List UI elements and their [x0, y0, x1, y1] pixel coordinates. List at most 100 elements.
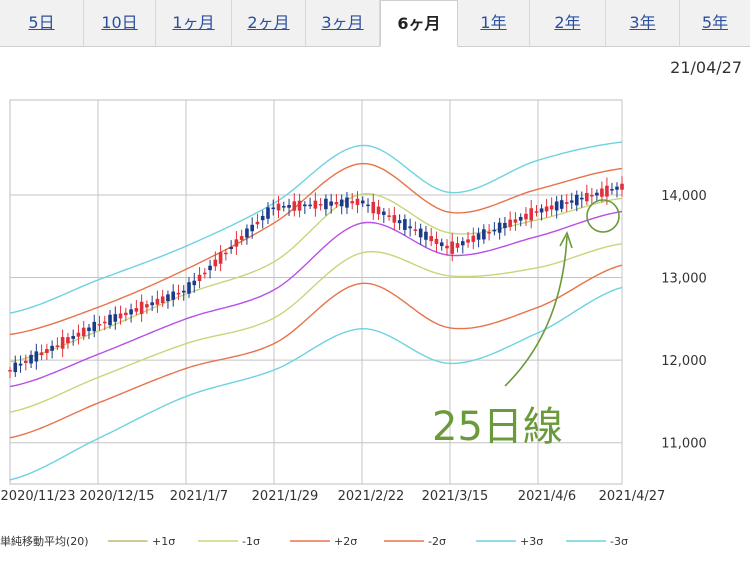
candle-body — [324, 198, 328, 210]
candle-body — [81, 327, 86, 337]
candle-body — [350, 201, 355, 204]
candle-body — [297, 200, 302, 211]
candle-body — [513, 219, 518, 223]
candle-body — [160, 296, 165, 304]
y-tick-label: 12,000 — [661, 354, 707, 369]
x-tick-label: 2021/3/15 — [422, 489, 489, 504]
series-line-sigma3 — [9, 286, 623, 481]
candle-body — [455, 243, 460, 248]
candle-body — [434, 238, 439, 244]
candle-body — [23, 360, 28, 363]
candle-body — [213, 259, 218, 267]
candle-body — [366, 204, 370, 207]
candle-body — [13, 362, 18, 373]
candle-body — [92, 321, 97, 332]
candle-body — [281, 206, 286, 208]
candle-body — [371, 201, 376, 214]
highlight-circle — [586, 199, 620, 233]
candle-body — [71, 335, 75, 339]
tab-2m[interactable]: 2ヶ月 — [232, 0, 306, 46]
candle-body — [208, 265, 212, 271]
candle-body — [554, 201, 559, 211]
candle-body — [134, 308, 139, 312]
candle-body — [245, 228, 249, 238]
tab-5d[interactable]: 5日 — [0, 0, 84, 46]
candle-body — [266, 207, 270, 219]
candle-body — [345, 197, 349, 208]
tab-3m[interactable]: 3ヶ月 — [306, 0, 380, 46]
candle-body — [429, 236, 433, 242]
candle-body — [615, 186, 619, 190]
candle-body — [508, 219, 512, 227]
candle-body — [539, 208, 544, 213]
candle-body — [55, 345, 60, 347]
tab-10d[interactable]: 10日 — [84, 0, 156, 46]
candle-body — [466, 239, 470, 243]
tab-2y[interactable]: 2年 — [530, 0, 606, 46]
candle-body — [18, 363, 23, 366]
candle-body — [60, 337, 65, 349]
candle-body — [329, 201, 333, 206]
candle-body — [308, 204, 312, 207]
candle-body — [487, 232, 491, 234]
legend-label: -2σ — [428, 535, 446, 548]
candle-body — [102, 321, 107, 324]
candle-body — [559, 200, 564, 209]
candle-body — [574, 194, 579, 206]
candle-body — [118, 313, 123, 319]
candle-body — [600, 188, 604, 197]
candle-body — [224, 252, 228, 255]
candle-body — [524, 213, 528, 220]
x-tick-label: 2021/1/7 — [170, 489, 228, 504]
tab-6m[interactable]: 6ヶ月 — [380, 0, 458, 47]
candle-body — [239, 236, 244, 240]
candle-body — [313, 200, 318, 209]
candle-body — [250, 224, 254, 232]
tab-3y[interactable]: 3年 — [606, 0, 680, 46]
candle-body — [76, 332, 81, 337]
candle-body — [382, 211, 386, 215]
legend-label: 単純移動平均(20) — [0, 534, 89, 548]
y-tick-label: 13,000 — [661, 272, 707, 287]
candle-body — [392, 215, 397, 223]
candle-body — [564, 202, 569, 204]
candle-body — [408, 226, 412, 229]
legend-label: +3σ — [520, 535, 543, 548]
series-line-sigma1 — [9, 243, 623, 413]
series-line-sigma2 — [9, 264, 623, 439]
candle-body — [439, 242, 444, 247]
legend-label: -1σ — [242, 535, 260, 548]
candle-body — [376, 206, 381, 215]
candle-body — [166, 294, 170, 302]
candle-body — [605, 185, 609, 197]
tab-5y[interactable]: 5年 — [701, 13, 729, 32]
candle-body — [229, 246, 233, 250]
candle-body — [171, 291, 176, 300]
candle-body — [318, 204, 323, 206]
candle-body — [181, 290, 186, 293]
candle-body — [610, 189, 614, 191]
candle-body — [113, 314, 118, 322]
candle-body — [590, 194, 594, 197]
x-tick-label: 2021/4/6 — [518, 489, 576, 504]
candle-body — [87, 327, 91, 332]
candle-body — [66, 337, 70, 344]
candle-body — [155, 298, 160, 305]
candle-body — [387, 215, 391, 217]
candle-body — [192, 280, 197, 286]
candle-body — [476, 233, 481, 240]
candle-body — [413, 229, 418, 231]
y-tick-label: 14,000 — [661, 189, 707, 204]
series-line-sigma3 — [9, 141, 623, 314]
candle-body — [460, 241, 465, 246]
candle-body — [218, 252, 223, 264]
tab-1y[interactable]: 1年 — [458, 0, 530, 46]
candle-body — [445, 245, 449, 249]
candle-body — [139, 301, 144, 314]
y-tick-label: 11,000 — [661, 437, 707, 452]
candle-body — [97, 323, 102, 326]
candle-body — [471, 235, 476, 242]
candle-body — [424, 231, 428, 240]
tab-1m[interactable]: 1ヶ月 — [156, 0, 232, 46]
